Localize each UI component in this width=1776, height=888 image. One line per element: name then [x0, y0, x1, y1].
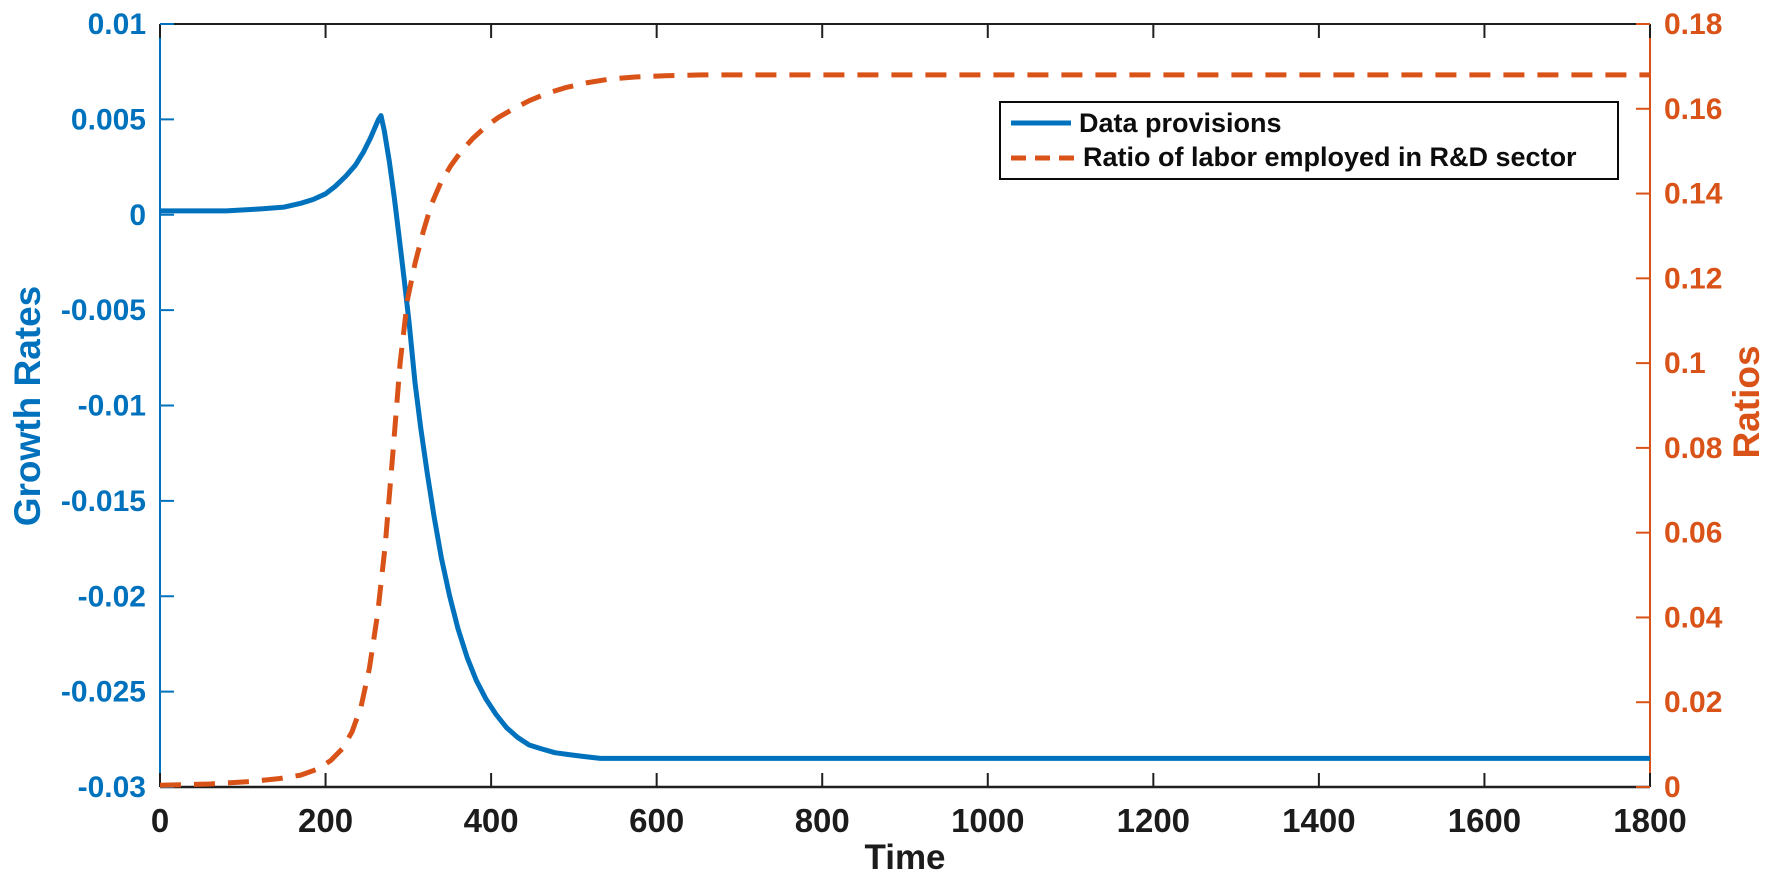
series-line-data-provisions	[160, 113, 1650, 761]
left-y-tick-label: -0.02	[78, 580, 146, 613]
series-line-rd-labor-ratio	[159, 72, 1650, 788]
right-y-tick-label: 0.14	[1664, 178, 1723, 211]
x-tick-label: 1800	[1613, 802, 1686, 839]
legend-entry-rd-labor-ratio: Ratio of labor employed in R&D sector	[1010, 141, 1611, 175]
left-y-tick-label: 0.01	[88, 8, 146, 41]
x-tick-label: 1200	[1117, 802, 1190, 839]
right-y-tick-label: 0	[1664, 771, 1681, 804]
legend-entry-data-provisions: Data provisions	[1010, 106, 1611, 140]
left-y-tick-label: -0.03	[78, 771, 146, 804]
series-lines	[159, 72, 1650, 788]
left-y-tick-label: -0.015	[61, 485, 146, 518]
right-y-tick-label: 0.1	[1664, 347, 1706, 380]
right-y-axis: 0.18 0.16 0.14 0.12 0.1 0.08 0.06 0.04 0.02 0	[1636, 8, 1723, 804]
left-y-axis-title: Growth Rates	[7, 285, 48, 527]
left-y-tick-label: 0	[129, 199, 146, 232]
right-y-tick-label: 0.06	[1664, 517, 1722, 550]
x-tick-label: 200	[298, 802, 353, 839]
x-tick-label: 1400	[1282, 802, 1355, 839]
legend-dashed-line-sample	[1011, 155, 1075, 161]
right-y-axis-title: Ratios	[1726, 345, 1767, 459]
left-y-tick-label: -0.025	[61, 676, 146, 709]
right-y-tick-label: 0.08	[1664, 432, 1722, 465]
x-tick-label: 400	[464, 802, 519, 839]
legend-label-rd-labor-ratio: Ratio of labor employed in R&D sector	[1083, 142, 1577, 173]
x-tick-label: 1600	[1448, 802, 1521, 839]
left-y-tick-label: -0.01	[78, 390, 146, 423]
x-axis-title: Time	[864, 838, 946, 877]
right-y-tick-label: 0.12	[1664, 262, 1722, 295]
x-tick-label: 600	[629, 802, 684, 839]
x-tick-label: 0	[151, 802, 169, 839]
x-tick-label: 800	[795, 802, 850, 839]
left-y-tick-label: 0.005	[71, 103, 146, 136]
left-y-tick-label: -0.005	[61, 294, 146, 327]
right-y-tick-label: 0.18	[1664, 8, 1722, 41]
left-y-axis: 0.01 0.005 0 -0.005 -0.01 -0.015 -0.02 -0.025 -0…	[61, 8, 174, 804]
legend-solid-line-sample	[1011, 120, 1071, 126]
x-tick-label: 1000	[951, 802, 1024, 839]
right-y-tick-label: 0.04	[1664, 601, 1723, 634]
legend-label-data-provisions: Data provisions	[1079, 107, 1282, 138]
x-axis: 0 200 400 600 800 1000 1200 1400 1600 1800	[151, 24, 1687, 839]
right-y-tick-label: 0.16	[1664, 93, 1722, 126]
legend-box: Data provisions Ratio of labor employed …	[999, 101, 1619, 180]
right-y-tick-label: 0.02	[1664, 686, 1722, 719]
